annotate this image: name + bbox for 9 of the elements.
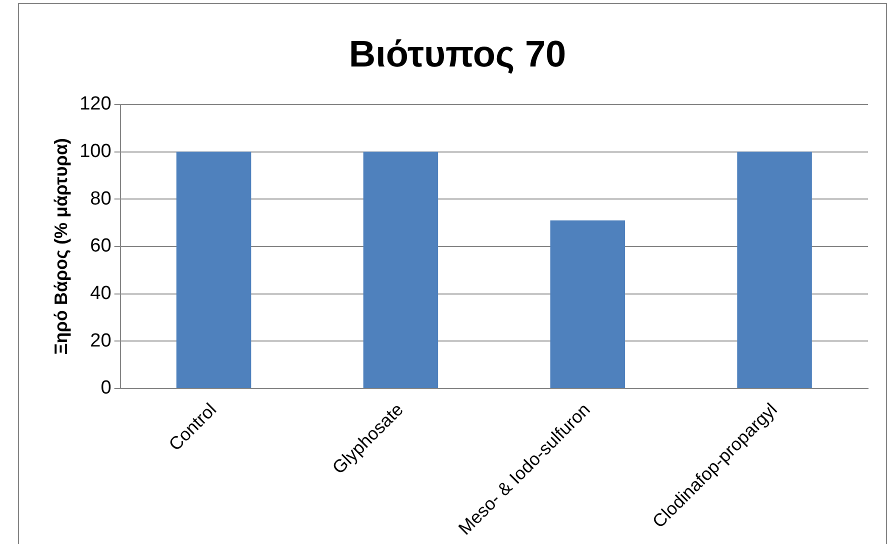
y-tick-label: 100 [80, 140, 112, 162]
y-tick-label: 0 [100, 378, 112, 399]
chart-title: Βιότυπος 70 [348, 33, 566, 74]
y-axis-title: Ξηρό Βάρος (% μάρτυρα) [50, 138, 71, 355]
y-tick-label: 120 [80, 94, 112, 115]
y-tick-label: 80 [90, 188, 112, 210]
y-tick-label: 60 [90, 236, 112, 257]
y-tick-label: 40 [90, 283, 112, 304]
y-tick-label: 20 [90, 330, 112, 352]
